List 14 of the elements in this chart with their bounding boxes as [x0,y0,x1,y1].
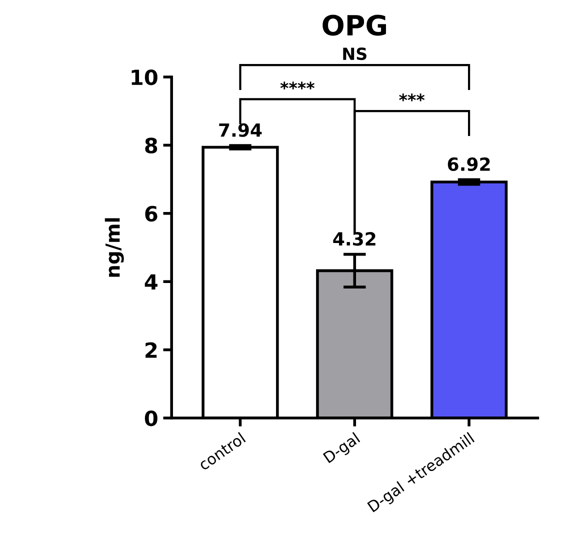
y-axis-title: ng/ml [104,218,124,277]
data-label: 6.92 [448,157,490,172]
chart-title: OPG [322,14,386,36]
y-tick-label: 6 [145,206,158,222]
y-tick-label: 10 [132,69,158,86]
annotation: **** [280,82,315,90]
y-tick-label: 2 [146,342,157,358]
data-label: 7.94 [219,123,262,137]
annotation: *** [399,94,425,102]
text: NS [343,48,366,60]
y-tick-label: 4 [144,274,158,290]
y-tick-label: 0 [144,410,158,426]
data-label: 4.32 [333,232,376,246]
y-tick-label: 8 [145,138,158,154]
